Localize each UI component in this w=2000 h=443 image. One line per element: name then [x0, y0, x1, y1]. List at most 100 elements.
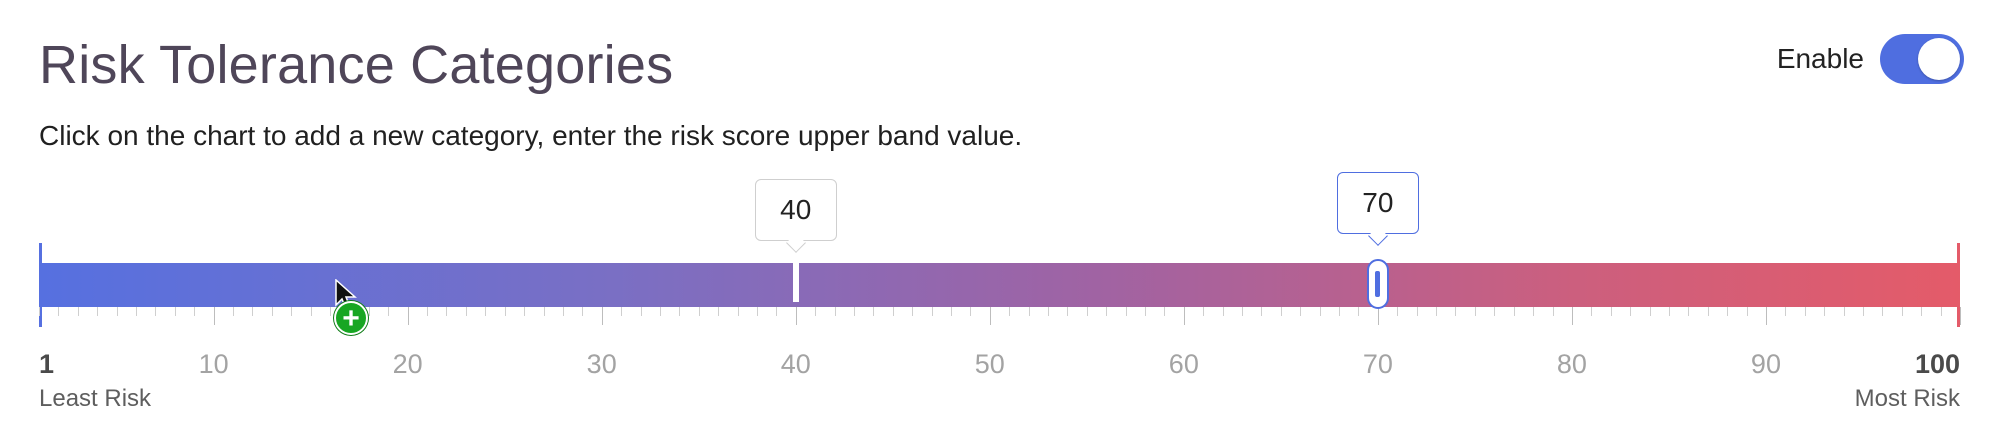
major-tick — [989, 307, 991, 325]
minor-tick — [1319, 307, 1321, 316]
toggle-knob — [1918, 38, 1960, 80]
minor-tick — [136, 307, 138, 316]
minor-tick — [291, 307, 293, 316]
minor-tick — [1067, 307, 1069, 316]
scale-tick-label: 70 — [1362, 349, 1393, 379]
minor-tick — [1707, 307, 1709, 316]
minor-tick — [1494, 307, 1496, 316]
minor-tick — [1727, 307, 1729, 316]
risk-slider[interactable] — [39, 243, 1961, 327]
marker-grip — [1375, 271, 1381, 297]
minor-tick — [1028, 307, 1030, 316]
minor-tick — [1610, 307, 1612, 316]
major-tick — [1571, 307, 1573, 325]
minor-tick — [892, 307, 894, 316]
major-tick — [1183, 307, 1185, 325]
minor-tick — [1203, 307, 1205, 316]
category-value-box-40[interactable]: 40 — [754, 179, 837, 253]
major-tick — [601, 307, 603, 325]
minor-tick — [1164, 307, 1166, 316]
minor-tick — [621, 307, 623, 316]
minor-tick — [659, 307, 661, 316]
minor-tick — [1222, 307, 1224, 316]
minor-tick — [1785, 307, 1787, 316]
minor-tick — [485, 307, 487, 316]
major-tick — [795, 307, 797, 325]
minor-tick — [1513, 307, 1515, 316]
minor-tick — [1358, 307, 1360, 316]
minor-tick — [155, 307, 157, 316]
scale-tick-label: 40 — [780, 349, 811, 379]
scale-max-label: 100 — [1914, 349, 1960, 379]
page-title: Risk Tolerance Categories — [39, 35, 674, 95]
minor-tick — [1862, 307, 1864, 316]
minor-tick — [970, 307, 972, 316]
slider-start-line — [39, 243, 42, 327]
enable-toggle[interactable] — [1880, 34, 1964, 84]
minor-tick — [912, 307, 914, 316]
add-cursor-icon: + — [334, 301, 368, 335]
minor-tick — [1242, 307, 1244, 316]
slider-end-line — [1957, 243, 1960, 327]
risk-gradient-bar[interactable] — [39, 263, 1960, 307]
minor-tick — [1533, 307, 1535, 316]
minor-tick — [698, 307, 700, 316]
minor-tick — [931, 307, 933, 316]
minor-tick — [504, 307, 506, 316]
minor-tick — [1552, 307, 1554, 316]
minor-tick — [1746, 307, 1748, 316]
scale-tick-label: 90 — [1750, 349, 1781, 379]
major-tick — [407, 307, 409, 325]
minor-tick — [1901, 307, 1903, 316]
category-value-text: 70 — [1362, 187, 1394, 218]
minor-tick — [834, 307, 836, 316]
minor-tick — [446, 307, 448, 316]
category-value-box-70[interactable]: 70 — [1336, 172, 1419, 246]
category-marker-70[interactable] — [1366, 259, 1389, 309]
most-risk-label: Most Risk — [1854, 385, 1960, 412]
category-value-text: 40 — [780, 194, 812, 225]
scale-tick-label: 10 — [198, 349, 229, 379]
minor-tick — [1591, 307, 1593, 316]
minor-tick — [1804, 307, 1806, 316]
minor-tick — [1882, 307, 1884, 316]
scale-labels: 1 100 10 20 30 40 50 60 70 80 90 — [39, 349, 1960, 385]
minor-tick — [1668, 307, 1670, 316]
minor-tick — [776, 307, 778, 316]
minor-tick — [1688, 307, 1690, 316]
minor-tick — [310, 307, 312, 316]
minor-tick — [1824, 307, 1826, 316]
scale-tick-label: 80 — [1556, 349, 1587, 379]
minor-tick — [873, 307, 875, 316]
minor-tick — [271, 307, 273, 316]
minor-tick — [1455, 307, 1457, 316]
minor-tick — [1106, 307, 1108, 316]
minor-tick — [1009, 307, 1011, 316]
minor-tick — [640, 307, 642, 316]
minor-tick — [756, 307, 758, 316]
major-tick — [1765, 307, 1767, 325]
scale-tick-label: 60 — [1168, 349, 1199, 379]
scale-tick-label: 20 — [392, 349, 423, 379]
category-marker-40[interactable] — [792, 262, 799, 302]
minor-tick — [543, 307, 545, 316]
minor-tick — [465, 307, 467, 316]
minor-tick — [1416, 307, 1418, 316]
minor-tick — [1436, 307, 1438, 316]
minor-tick — [174, 307, 176, 316]
minor-tick — [1921, 307, 1923, 316]
minor-tick — [1125, 307, 1127, 316]
minor-tick — [1339, 307, 1341, 316]
minor-tick — [853, 307, 855, 316]
minor-tick — [815, 307, 817, 316]
minor-tick — [582, 307, 584, 316]
minor-tick — [1145, 307, 1147, 316]
enable-label: Enable — [1776, 43, 1864, 74]
major-tick — [213, 307, 215, 325]
minor-tick — [1649, 307, 1651, 316]
minor-tick — [1474, 307, 1476, 316]
minor-tick — [1261, 307, 1263, 316]
minor-tick — [1280, 307, 1282, 316]
major-tick — [1960, 307, 1961, 325]
minor-tick — [1397, 307, 1399, 316]
